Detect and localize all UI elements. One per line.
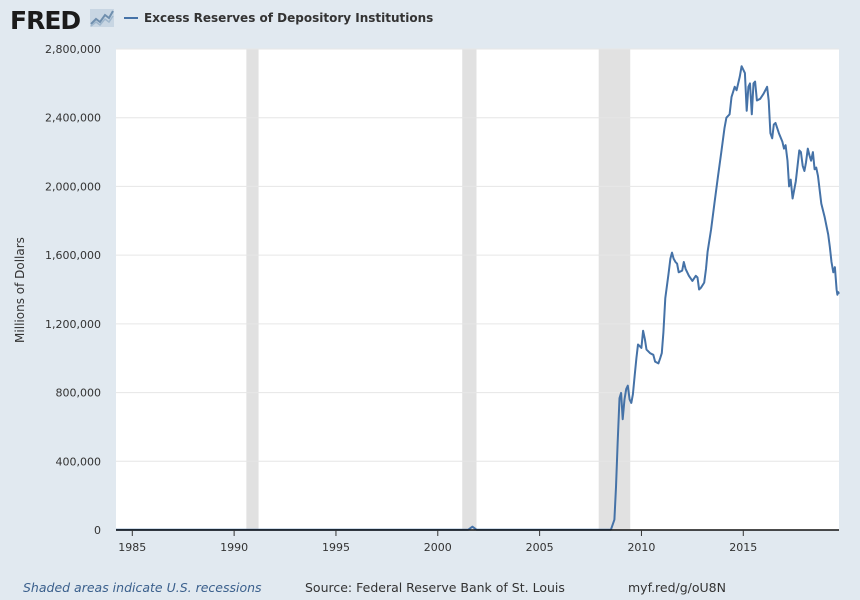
y-tick-label: 400,000: [56, 455, 102, 468]
x-tick-label: 1995: [322, 541, 350, 554]
recession-note: Shaded areas indicate U.S. recessions: [23, 580, 262, 595]
y-tick-label: 1,200,000: [45, 318, 101, 331]
fred-logo[interactable]: FRED: [10, 6, 81, 35]
y-tick-label: 1,600,000: [45, 249, 101, 262]
x-tick-label: 1990: [220, 541, 248, 554]
series-line-0: [115, 65, 840, 531]
recession-bands: [246, 49, 631, 530]
recession-band-0: [246, 49, 259, 530]
x-tick-labels: 1985 1990 1995 2000 2005 2010 2015: [118, 530, 757, 554]
recession-band-1: [462, 49, 477, 530]
fred-logo-graph-icon: [90, 9, 114, 27]
y-tick-label: 2,400,000: [45, 112, 101, 125]
y-tick-label: 2,800,000: [45, 43, 101, 56]
series-lines: [115, 65, 840, 531]
y-tick-labels: 0 400,000 800,000 1,200,000 1,600,000 2,000,0…: [45, 43, 101, 537]
x-tick-label: 2000: [424, 541, 452, 554]
gridlines: [116, 48, 839, 462]
y-tick-label: 0: [94, 524, 101, 537]
legend[interactable]: Excess Reserves of Depository Institutio…: [124, 11, 433, 25]
y-tick-label: 2,000,000: [45, 180, 101, 193]
short-link[interactable]: myf.red/g/oU8N: [628, 580, 726, 595]
recession-band-2: [598, 49, 631, 530]
source-text: Source: Federal Reserve Bank of St. Loui…: [305, 580, 565, 595]
y-axis-label: Millions of Dollars: [13, 237, 27, 343]
x-tick-label: 1985: [118, 541, 146, 554]
plot-background: [116, 49, 839, 530]
x-tick-label: 2010: [627, 541, 655, 554]
y-tick-label: 800,000: [56, 387, 102, 400]
legend-label: Excess Reserves of Depository Institutio…: [144, 11, 434, 25]
legend-swatch: [124, 16, 138, 19]
chart-header: FRED Excess Reserves of Depository Insti…: [0, 0, 860, 44]
x-tick-label: 2005: [526, 541, 554, 554]
x-tick-label: 2015: [729, 541, 757, 554]
